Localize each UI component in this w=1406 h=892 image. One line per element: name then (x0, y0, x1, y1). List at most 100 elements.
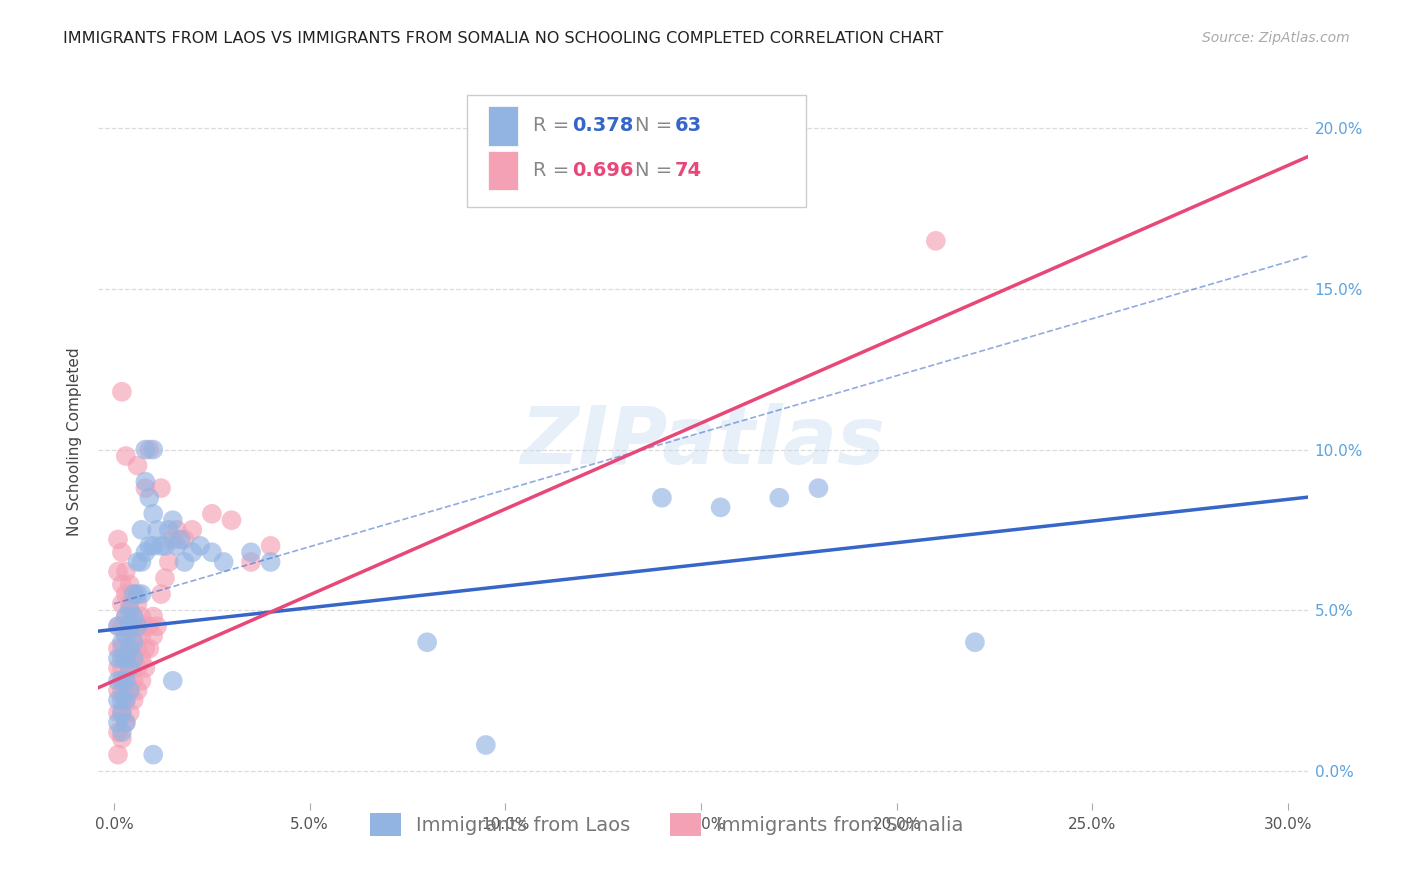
Point (162, 513, 184, 527)
Point (107, 565, 129, 579)
Point (111, 725, 134, 739)
Point (710, 500, 733, 515)
Point (153, 571, 176, 585)
Text: R =: R = (533, 161, 575, 180)
Point (122, 629, 145, 643)
Point (122, 693, 145, 707)
Point (134, 442, 156, 457)
Point (146, 619, 169, 633)
Point (138, 641, 160, 656)
Point (166, 523, 188, 537)
Point (134, 661, 156, 675)
Point (173, 533, 195, 547)
Point (111, 597, 134, 611)
Point (107, 673, 129, 688)
Point (122, 635, 145, 649)
Point (118, 641, 141, 656)
Point (122, 587, 145, 601)
Point (169, 533, 191, 547)
Point (107, 619, 129, 633)
Point (925, 234, 948, 248)
Point (240, 555, 263, 569)
Point (114, 587, 136, 601)
Text: IMMIGRANTS FROM LAOS VS IMMIGRANTS FROM SOMALIA NO SCHOOLING COMPLETED CORRELATI: IMMIGRANTS FROM LAOS VS IMMIGRANTS FROM … (63, 31, 943, 46)
Point (416, 635, 439, 649)
FancyBboxPatch shape (488, 151, 517, 191)
Text: 63: 63 (675, 116, 703, 136)
Text: 74: 74 (675, 161, 703, 180)
Point (114, 715, 136, 730)
Point (127, 619, 149, 633)
Text: R =: R = (533, 116, 575, 136)
Point (127, 587, 149, 601)
Point (131, 523, 153, 537)
Text: N =: N = (636, 116, 679, 136)
Point (114, 565, 136, 579)
Point (166, 539, 188, 553)
Point (122, 673, 145, 688)
Point (221, 513, 243, 527)
Point (107, 715, 129, 730)
Point (107, 725, 129, 739)
Point (201, 545, 224, 559)
Point (240, 545, 263, 559)
Point (111, 661, 134, 675)
Point (142, 609, 165, 624)
Point (107, 619, 129, 633)
Point (157, 555, 180, 569)
Point (131, 629, 153, 643)
Point (111, 693, 134, 707)
FancyBboxPatch shape (488, 106, 517, 145)
Y-axis label: No Schooling Completed: No Schooling Completed (67, 347, 83, 536)
Point (114, 673, 136, 688)
Point (114, 693, 136, 707)
Point (142, 507, 165, 521)
Point (138, 619, 160, 633)
Point (138, 539, 160, 553)
Point (107, 661, 129, 675)
Point (153, 539, 176, 553)
Point (107, 533, 129, 547)
Point (173, 555, 195, 569)
Point (118, 597, 141, 611)
Point (114, 651, 136, 665)
Point (107, 641, 129, 656)
Point (114, 673, 136, 688)
Point (127, 597, 149, 611)
Point (131, 609, 153, 624)
Point (118, 661, 141, 675)
Point (475, 738, 498, 752)
Point (114, 629, 136, 643)
Point (111, 673, 134, 688)
Point (150, 481, 173, 495)
Point (134, 545, 156, 559)
Point (118, 706, 141, 720)
Point (131, 651, 153, 665)
Point (963, 635, 986, 649)
Point (131, 673, 153, 688)
Point (188, 539, 211, 553)
Point (131, 587, 153, 601)
Point (142, 629, 165, 643)
Point (111, 651, 134, 665)
Point (114, 693, 136, 707)
Point (181, 523, 204, 537)
Point (118, 661, 141, 675)
Point (127, 641, 149, 656)
Point (142, 539, 165, 553)
Point (122, 651, 145, 665)
Point (122, 587, 145, 601)
Text: 0.378: 0.378 (572, 116, 634, 136)
Point (118, 619, 141, 633)
Point (114, 609, 136, 624)
Point (114, 651, 136, 665)
Point (122, 609, 145, 624)
Point (181, 545, 204, 559)
Point (107, 693, 129, 707)
Point (162, 533, 184, 547)
Point (114, 715, 136, 730)
Point (118, 683, 141, 698)
Point (111, 545, 134, 559)
Point (107, 747, 129, 762)
Point (162, 673, 184, 688)
